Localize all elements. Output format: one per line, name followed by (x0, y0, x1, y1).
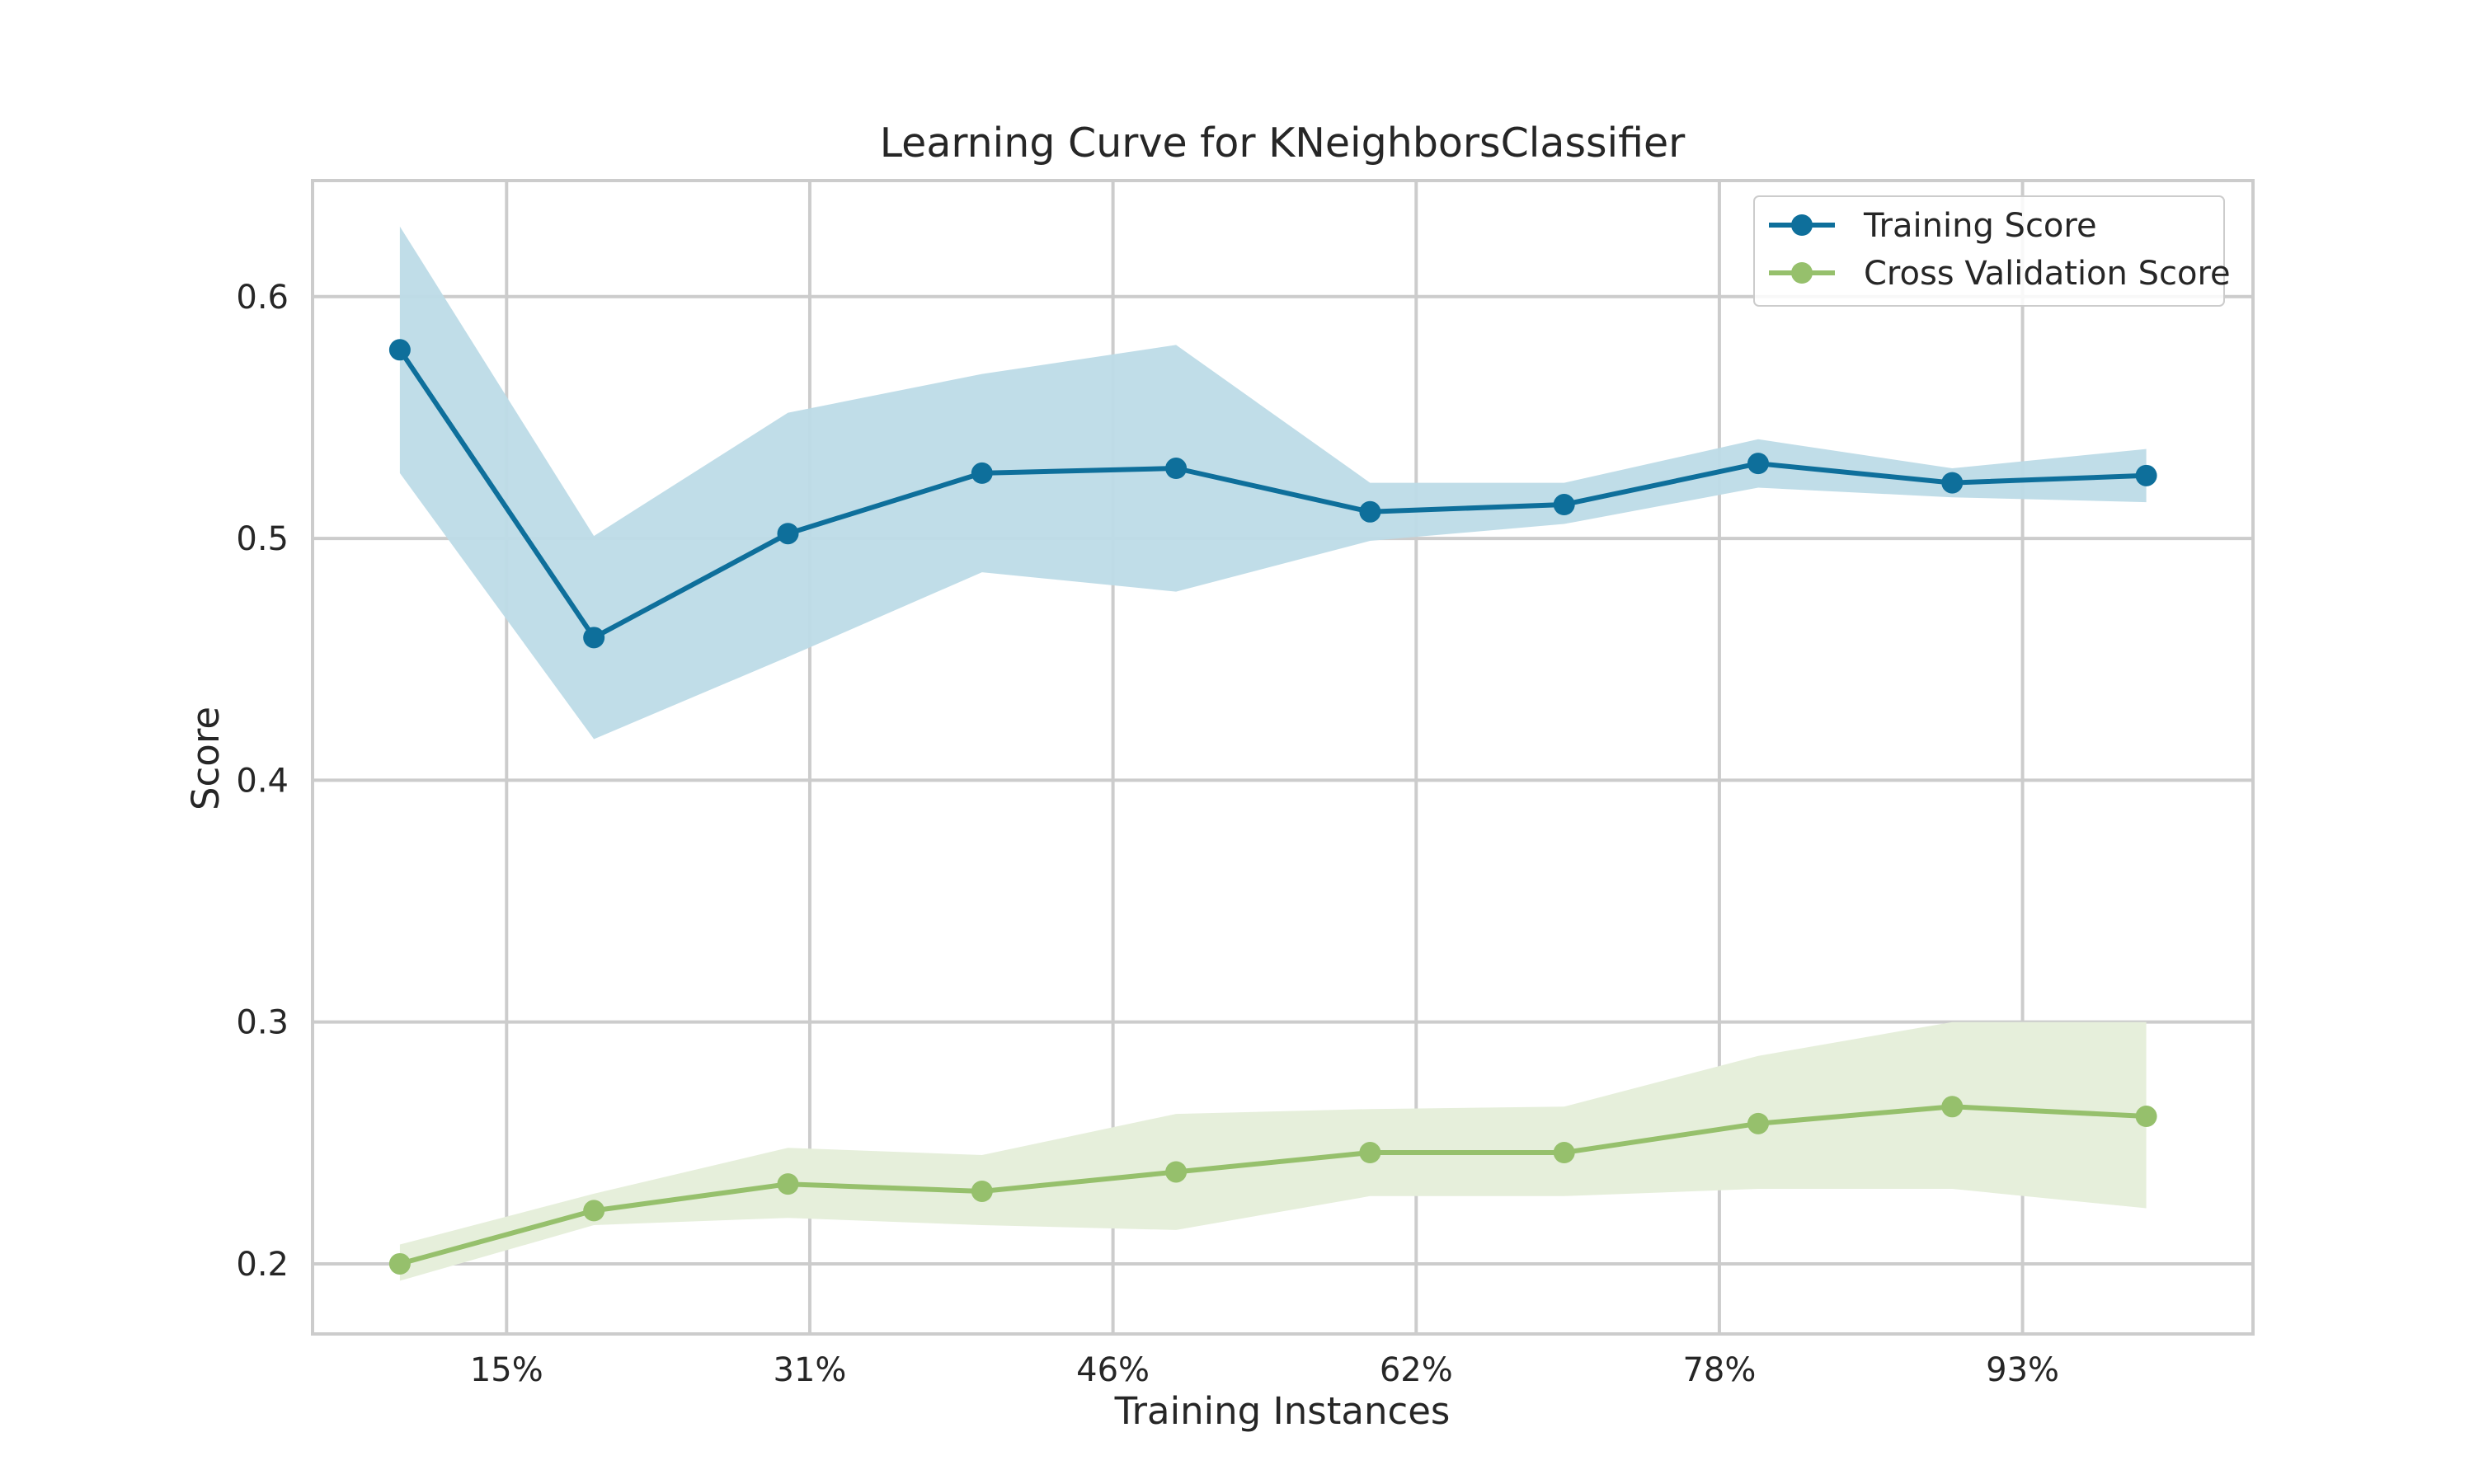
legend-label-cv: Cross Validation Score (1864, 255, 2231, 293)
point-training (1359, 500, 1381, 523)
point-cv (1553, 1142, 1575, 1164)
point-training (1165, 458, 1188, 480)
point-cv (971, 1180, 993, 1202)
x-axis-ticks: 15% 31% 46% 62% 78% 93% (470, 1351, 2059, 1389)
point-cv (388, 1252, 411, 1275)
point-training (388, 339, 411, 361)
point-training (971, 462, 993, 484)
point-training (1941, 472, 1964, 494)
y-axis-ticks: 0.2 0.3 0.4 0.5 0.6 (236, 279, 289, 1284)
y-tick-label: 0.3 (236, 1004, 289, 1042)
point-cv (777, 1173, 799, 1195)
x-tick-label: 15% (470, 1351, 543, 1389)
point-cv (583, 1200, 605, 1222)
point-cv (1941, 1096, 1964, 1118)
point-cv (1747, 1112, 1769, 1134)
series-line-cv (399, 1104, 2147, 1266)
series-line-training (397, 348, 2147, 641)
point-training (2135, 464, 2157, 486)
y-tick-label: 0.2 (236, 1246, 289, 1284)
point-training (1747, 453, 1769, 475)
band-training (399, 226, 2147, 740)
x-tick-label: 78% (1682, 1351, 1756, 1389)
point-cv (1359, 1142, 1381, 1164)
x-tick-label: 93% (1986, 1351, 2059, 1389)
x-axis-title: Training Instances (1114, 1389, 1451, 1433)
band-cv (399, 1021, 2147, 1281)
x-tick-label: 62% (1380, 1351, 1453, 1389)
point-cv (1165, 1161, 1188, 1183)
point-training (777, 523, 799, 545)
legend: Training Score Cross Validation Score (1753, 195, 2231, 307)
legend-label-training: Training Score (1863, 207, 2097, 245)
legend-box (1753, 195, 2225, 307)
y-axis-title: Score (184, 707, 228, 810)
chart-title: Learning Curve for KNeighborsClassifier (880, 120, 1686, 167)
x-tick-label: 46% (1076, 1351, 1150, 1389)
x-tick-label: 31% (774, 1351, 847, 1389)
y-tick-label: 0.5 (236, 520, 289, 558)
y-tick-label: 0.6 (236, 279, 289, 317)
legend-marker-cv (1791, 262, 1813, 284)
confidence-bands (399, 226, 2147, 1281)
y-tick-label: 0.4 (236, 762, 289, 800)
legend-marker-training (1791, 214, 1813, 236)
point-cv (2135, 1106, 2157, 1128)
point-training (1553, 494, 1575, 516)
point-training (583, 627, 605, 649)
series-lines (397, 348, 2147, 1266)
series-markers (388, 339, 2157, 1275)
plot-frame (311, 179, 2255, 1336)
